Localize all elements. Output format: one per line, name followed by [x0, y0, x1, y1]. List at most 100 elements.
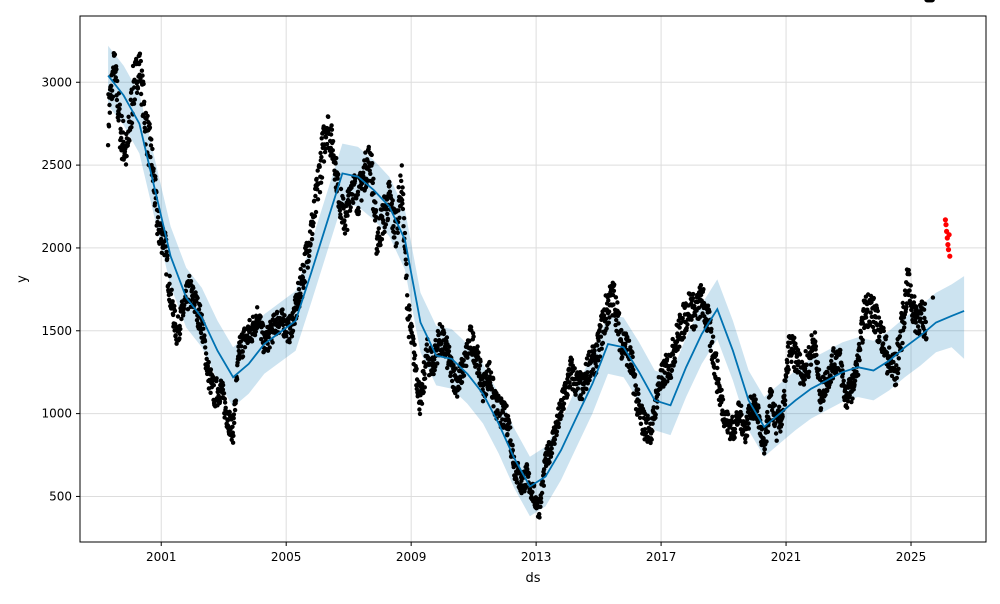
observed-point: [884, 334, 889, 339]
observed-point: [625, 335, 630, 340]
observed-point: [123, 162, 129, 167]
observed-point: [284, 333, 289, 339]
observed-point: [877, 338, 882, 344]
observed-point: [208, 367, 214, 372]
observed-point: [579, 396, 585, 402]
observed-point: [311, 220, 316, 226]
observed-point: [321, 159, 327, 164]
observed-point: [315, 168, 320, 173]
observed-point: [172, 303, 177, 309]
observed-point: [744, 433, 750, 438]
observed-point: [552, 437, 558, 442]
observed-point: [899, 310, 904, 316]
observed-point: [419, 401, 425, 406]
observed-point: [138, 91, 144, 97]
observed-point: [173, 333, 178, 338]
observed-point: [689, 317, 694, 322]
observed-point: [369, 152, 374, 158]
observed-point: [642, 427, 648, 432]
observed-point: [465, 355, 470, 360]
observed-point: [301, 269, 307, 274]
observed-point: [539, 490, 545, 496]
observed-point: [773, 421, 778, 426]
observed-point: [461, 358, 466, 363]
observed-point: [804, 362, 809, 367]
observed-point: [348, 205, 353, 210]
observed-point: [572, 366, 577, 371]
observed-point: [887, 345, 892, 350]
observed-point: [871, 295, 876, 301]
observed-point: [165, 253, 170, 258]
observed-point: [653, 412, 658, 417]
observed-point: [337, 208, 343, 213]
observed-point: [232, 407, 238, 413]
observed-point: [730, 414, 735, 419]
observed-point: [526, 471, 532, 476]
observed-point: [844, 405, 850, 410]
observed-point: [127, 138, 132, 143]
observed-point: [541, 483, 546, 488]
observed-point: [915, 324, 921, 329]
observed-point: [917, 328, 922, 333]
observed-point: [575, 386, 581, 391]
observed-point: [894, 363, 899, 368]
observed-point: [261, 323, 266, 328]
observed-point: [400, 185, 405, 190]
observed-point: [401, 224, 406, 229]
observed-point: [217, 399, 223, 404]
observed-point: [552, 441, 557, 446]
observed-point: [309, 237, 315, 242]
observed-points-layer: [105, 0, 936, 520]
observed-point: [591, 367, 596, 372]
observed-point: [342, 218, 347, 223]
observed-point: [347, 199, 352, 204]
observed-point: [253, 329, 258, 334]
observed-point: [710, 334, 716, 339]
highlighted-point: [942, 217, 949, 223]
observed-point: [578, 393, 583, 398]
observed-point: [477, 371, 482, 376]
observed-point: [319, 175, 325, 180]
observed-point: [672, 359, 678, 364]
observed-point: [739, 403, 744, 408]
observed-point: [137, 51, 143, 56]
observed-point: [198, 330, 204, 336]
observed-point: [930, 295, 936, 300]
observed-point: [446, 349, 452, 354]
observed-point: [746, 426, 751, 431]
observed-point: [707, 309, 712, 314]
observed-point: [690, 296, 696, 301]
observed-point: [168, 291, 174, 297]
observed-point: [831, 346, 836, 351]
observed-point: [809, 333, 814, 338]
observed-point: [863, 315, 869, 320]
observed-point: [147, 125, 153, 130]
observed-point: [838, 347, 843, 353]
observed-point: [402, 230, 408, 236]
observed-point: [705, 303, 711, 308]
observed-point: [753, 397, 758, 402]
observed-point: [537, 511, 542, 517]
observed-point: [107, 110, 113, 115]
observed-point: [240, 354, 246, 359]
observed-point: [307, 253, 312, 259]
observed-point: [375, 230, 381, 235]
observed-point: [716, 377, 721, 382]
observed-point: [904, 301, 909, 306]
observed-point: [114, 67, 119, 72]
observed-point: [630, 350, 635, 355]
observed-point: [188, 279, 194, 284]
observed-point: [623, 341, 628, 346]
observed-point: [399, 197, 405, 203]
observed-point: [594, 354, 600, 359]
observed-point: [538, 496, 544, 501]
observed-point: [876, 315, 882, 320]
observed-point: [829, 358, 834, 364]
observed-point: [333, 161, 338, 166]
observed-point: [782, 393, 787, 398]
observed-point: [406, 334, 412, 340]
observed-point: [913, 320, 918, 325]
observed-point: [845, 399, 851, 404]
observed-point: [319, 154, 324, 160]
observed-point: [556, 424, 561, 430]
